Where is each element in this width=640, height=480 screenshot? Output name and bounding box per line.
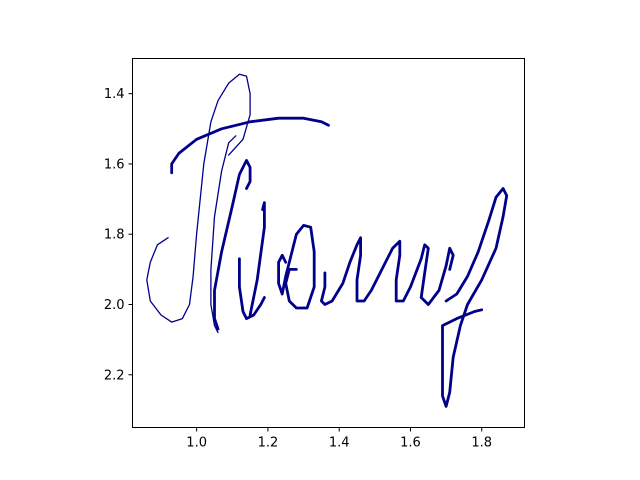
series-line-4 xyxy=(213,158,252,331)
y-axis: 1.4 1.6 1.8 2.0 2.2 xyxy=(104,87,133,383)
y-tick-label: 2.0 xyxy=(104,298,125,313)
y-tick-label: 1.8 xyxy=(104,228,125,243)
plot-lines xyxy=(146,73,509,408)
x-tick-label: 1.6 xyxy=(400,436,421,451)
series-line-3 xyxy=(170,116,330,175)
series-line-1 xyxy=(146,73,251,323)
x-tick-label: 1.4 xyxy=(329,436,350,451)
x-tick-label: 1.8 xyxy=(471,436,492,451)
axes-frame xyxy=(132,58,525,428)
series-line-9 xyxy=(441,187,509,408)
x-tick-label: 1.2 xyxy=(258,436,279,451)
x-tick-label: 1.0 xyxy=(186,436,207,451)
series-line-8 xyxy=(319,236,455,306)
y-tick-label: 1.6 xyxy=(104,157,125,172)
series-line-5 xyxy=(237,257,266,321)
y-tick-label: 2.2 xyxy=(104,368,125,383)
series-line-6 xyxy=(248,201,266,317)
x-axis: 1.0 1.2 1.4 1.6 1.8 xyxy=(186,427,492,451)
series-line-2 xyxy=(210,135,237,334)
y-tick-label: 1.4 xyxy=(104,87,125,102)
series-line-7 xyxy=(277,223,316,310)
